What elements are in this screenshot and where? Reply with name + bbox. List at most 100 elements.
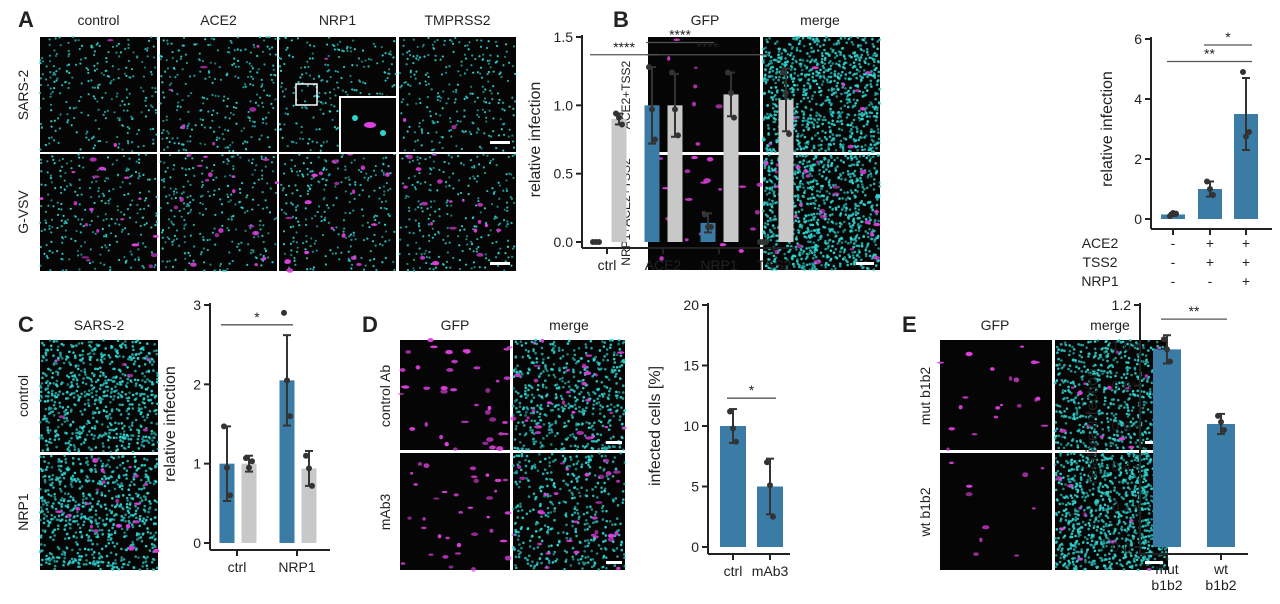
nucleus — [289, 226, 292, 229]
micrograph-background — [399, 37, 516, 152]
nucleus — [119, 186, 122, 189]
nucleus — [93, 532, 97, 536]
nucleus — [506, 209, 509, 213]
nucleus — [791, 80, 795, 83]
nucleus — [117, 42, 120, 45]
row-label: ACE2+TSS2 — [619, 60, 633, 129]
nucleus — [418, 225, 421, 228]
nucleus — [282, 230, 286, 233]
nucleus — [123, 516, 126, 520]
nucleus — [215, 138, 218, 142]
nucleus — [325, 80, 329, 83]
nucleus — [50, 136, 53, 139]
nucleus — [301, 106, 304, 109]
nucleus — [502, 133, 506, 136]
nucleus — [97, 140, 100, 143]
nucleus — [99, 358, 103, 362]
nucleus — [767, 153, 771, 157]
nucleus — [161, 260, 164, 263]
nucleus — [849, 189, 853, 192]
nucleus — [155, 223, 158, 226]
nucleus — [142, 207, 146, 210]
nucleus — [226, 105, 229, 108]
nucleus — [407, 269, 410, 272]
nucleus — [155, 380, 159, 384]
nucleus — [227, 46, 230, 49]
nucleus — [166, 260, 169, 263]
nucleus — [64, 504, 68, 508]
nucleus — [121, 484, 124, 488]
nucleus — [170, 42, 173, 45]
nucleus — [505, 187, 508, 190]
nucleus — [350, 161, 353, 164]
nucleus — [114, 385, 117, 389]
nucleus — [255, 164, 258, 167]
nucleus — [408, 209, 411, 213]
nucleus — [852, 256, 856, 260]
nucleus — [866, 75, 869, 79]
nucleus — [373, 189, 376, 192]
nucleus — [832, 123, 836, 127]
nucleus — [511, 65, 514, 68]
nucleus — [815, 179, 818, 183]
nucleus — [93, 64, 96, 68]
nucleus — [295, 122, 298, 125]
nucleus — [128, 216, 132, 219]
nucleus — [207, 71, 211, 74]
nucleus — [156, 374, 160, 378]
nucleus — [411, 159, 415, 162]
nucleus — [60, 236, 64, 239]
nucleus — [78, 186, 81, 190]
nucleus — [839, 145, 842, 149]
nucleus — [766, 223, 770, 226]
nucleus — [477, 197, 480, 200]
nucleus — [63, 454, 67, 458]
nucleus — [864, 61, 867, 65]
nucleus — [258, 138, 261, 141]
nucleus — [90, 391, 93, 395]
nucleus — [819, 93, 823, 97]
nucleus — [271, 170, 275, 173]
nucleus — [160, 231, 164, 234]
nucleus — [137, 352, 141, 356]
nucleus — [90, 181, 94, 184]
nucleus — [767, 167, 771, 170]
nucleus — [40, 161, 43, 165]
nucleus — [827, 217, 831, 221]
nucleus — [232, 167, 235, 171]
nucleus — [113, 531, 117, 535]
nucleus — [53, 567, 56, 571]
nucleus — [823, 156, 826, 160]
nucleus — [47, 493, 51, 496]
nucleus — [170, 209, 173, 212]
nucleus — [210, 37, 213, 40]
nucleus — [383, 207, 386, 210]
nucleus — [172, 239, 176, 242]
nucleus — [829, 228, 833, 232]
nucleus — [46, 395, 50, 398]
nucleus — [38, 384, 42, 388]
nucleus — [74, 365, 78, 369]
nucleus — [78, 156, 81, 159]
nucleus — [168, 194, 171, 197]
nucleus — [389, 50, 392, 53]
nucleus — [54, 395, 57, 399]
nucleus — [870, 111, 874, 115]
nucleus — [820, 60, 824, 64]
nucleus — [820, 51, 824, 55]
nucleus — [854, 202, 857, 206]
nucleus — [314, 239, 317, 242]
nucleus — [502, 149, 505, 152]
nucleus — [405, 225, 408, 228]
nucleus — [171, 56, 174, 60]
infected-cell — [841, 82, 846, 88]
nucleus — [188, 168, 191, 171]
nucleus — [774, 201, 777, 205]
nucleus — [98, 374, 102, 378]
infected-cell — [356, 262, 362, 267]
nucleus — [811, 185, 815, 189]
nucleus — [772, 58, 776, 62]
nucleus — [364, 59, 367, 62]
nucleus — [402, 38, 406, 42]
nucleus — [66, 383, 70, 386]
